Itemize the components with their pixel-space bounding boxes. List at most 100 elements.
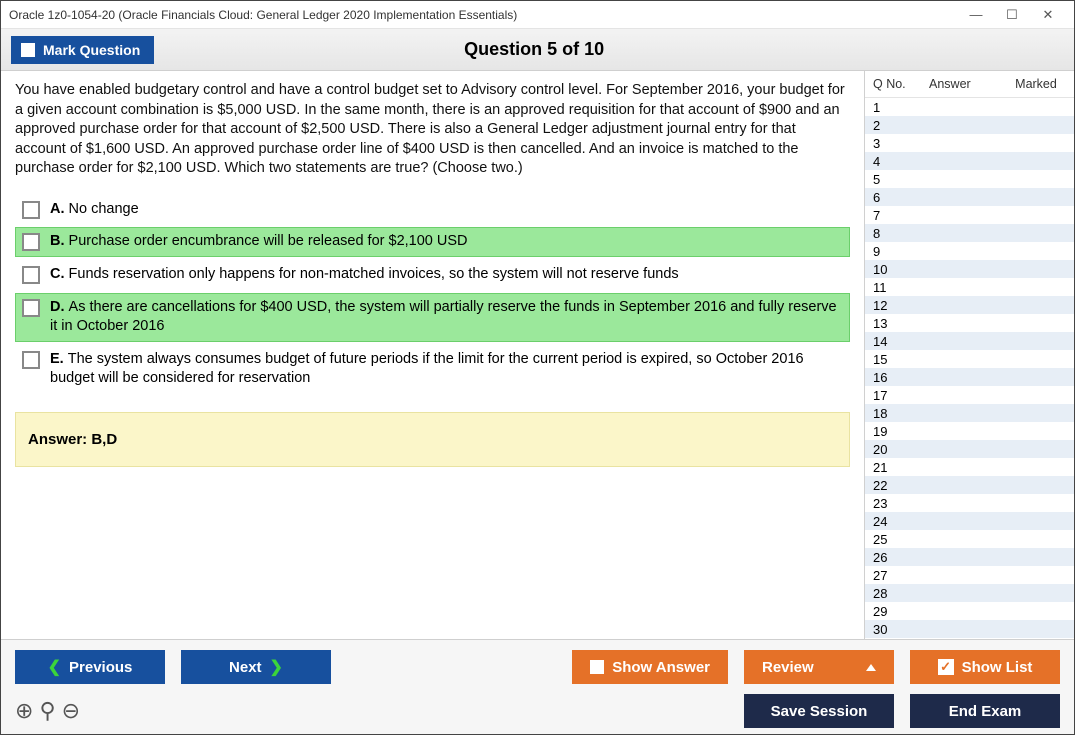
qlist-number: 20 — [873, 442, 919, 457]
question-list-panel: Q No. Answer Marked 12345678910111213141… — [864, 71, 1074, 639]
qlist-row[interactable]: 8 — [865, 224, 1074, 242]
mark-question-button[interactable]: Mark Question — [11, 36, 154, 64]
mark-checkbox-icon — [21, 43, 35, 57]
mark-label: Mark Question — [43, 42, 140, 58]
qlist-row[interactable]: 15 — [865, 350, 1074, 368]
qlist-row[interactable]: 24 — [865, 512, 1074, 530]
window-title: Oracle 1z0-1054-20 (Oracle Financials Cl… — [9, 8, 517, 22]
close-icon[interactable]: ✕ — [1030, 5, 1066, 25]
option-row[interactable]: B. Purchase order encumbrance will be re… — [15, 227, 850, 257]
chevron-left-icon: ❮ — [48, 657, 61, 677]
end-exam-button[interactable]: End Exam — [910, 694, 1060, 728]
option-row[interactable]: D. As there are cancellations for $400 U… — [15, 293, 850, 342]
qlist-row[interactable]: 26 — [865, 548, 1074, 566]
col-qno: Q No. — [873, 77, 919, 91]
save-session-button[interactable]: Save Session — [744, 694, 894, 728]
option-label: B. Purchase order encumbrance will be re… — [50, 232, 468, 252]
qlist-number: 5 — [873, 172, 919, 187]
qlist-number: 21 — [873, 460, 919, 475]
option-checkbox[interactable] — [22, 201, 40, 219]
qlist-row[interactable]: 28 — [865, 584, 1074, 602]
question-text: You have enabled budgetary control and h… — [15, 81, 850, 179]
option-checkbox[interactable] — [22, 233, 40, 251]
content-row: You have enabled budgetary control and h… — [1, 71, 1074, 639]
option-row[interactable]: C. Funds reservation only happens for no… — [15, 260, 850, 290]
qlist-number: 8 — [873, 226, 919, 241]
qlist-number: 11 — [873, 280, 919, 295]
chevron-right-icon: ❯ — [270, 657, 283, 677]
qlist-row[interactable]: 4 — [865, 152, 1074, 170]
qlist-header: Q No. Answer Marked — [865, 71, 1074, 97]
qlist-number: 27 — [873, 568, 919, 583]
qlist-row[interactable]: 19 — [865, 422, 1074, 440]
qlist-number: 14 — [873, 334, 919, 349]
option-checkbox[interactable] — [22, 299, 40, 317]
question-counter-title: Question 5 of 10 — [154, 39, 914, 60]
zoom-reset-icon[interactable]: ⚲ — [39, 698, 55, 724]
qlist-row[interactable]: 22 — [865, 476, 1074, 494]
qlist-row[interactable]: 16 — [865, 368, 1074, 386]
show-answer-checkbox-icon — [590, 660, 604, 674]
qlist-number: 25 — [873, 532, 919, 547]
option-checkbox[interactable] — [22, 351, 40, 369]
qlist-row[interactable]: 1 — [865, 98, 1074, 116]
qlist-number: 7 — [873, 208, 919, 223]
qlist-row[interactable]: 13 — [865, 314, 1074, 332]
qlist-row[interactable]: 17 — [865, 386, 1074, 404]
qlist-row[interactable]: 11 — [865, 278, 1074, 296]
qlist-row[interactable]: 27 — [865, 566, 1074, 584]
qlist-number: 18 — [873, 406, 919, 421]
qlist-number: 6 — [873, 190, 919, 205]
qlist-number: 22 — [873, 478, 919, 493]
option-row[interactable]: E. The system always consumes budget of … — [15, 345, 850, 394]
maximize-icon[interactable]: ☐ — [994, 5, 1030, 25]
previous-button[interactable]: ❮ Previous — [15, 650, 165, 684]
previous-label: Previous — [69, 659, 132, 676]
qlist-number: 1 — [873, 100, 919, 115]
qlist-row[interactable]: 29 — [865, 602, 1074, 620]
qlist-row[interactable]: 10 — [865, 260, 1074, 278]
qlist-number: 26 — [873, 550, 919, 565]
qlist-row[interactable]: 12 — [865, 296, 1074, 314]
zoom-in-icon[interactable]: ⊕ — [15, 698, 33, 724]
show-answer-button[interactable]: Show Answer — [572, 650, 728, 684]
option-label: E. The system always consumes budget of … — [50, 350, 843, 389]
option-label: D. As there are cancellations for $400 U… — [50, 298, 843, 337]
qlist-number: 24 — [873, 514, 919, 529]
qlist-row[interactable]: 3 — [865, 134, 1074, 152]
triangle-up-icon — [866, 664, 876, 671]
qlist-scroll[interactable]: 1234567891011121314151617181920212223242… — [865, 97, 1074, 639]
qlist-row[interactable]: 7 — [865, 206, 1074, 224]
qlist-number: 29 — [873, 604, 919, 619]
qlist-row[interactable]: 5 — [865, 170, 1074, 188]
option-row[interactable]: A. No change — [15, 195, 850, 225]
qlist-row[interactable]: 30 — [865, 620, 1074, 638]
review-button[interactable]: Review — [744, 650, 894, 684]
zoom-controls: ⊕ ⚲ ⊖ — [15, 698, 80, 724]
qlist-row[interactable]: 9 — [865, 242, 1074, 260]
qlist-number: 19 — [873, 424, 919, 439]
qlist-row[interactable]: 20 — [865, 440, 1074, 458]
show-list-label: Show List — [962, 659, 1033, 676]
option-checkbox[interactable] — [22, 266, 40, 284]
qlist-row[interactable]: 14 — [865, 332, 1074, 350]
review-label: Review — [762, 659, 814, 676]
col-marked: Marked — [1006, 77, 1066, 91]
qlist-row[interactable]: 23 — [865, 494, 1074, 512]
end-exam-label: End Exam — [949, 703, 1022, 720]
qlist-row[interactable]: 25 — [865, 530, 1074, 548]
qlist-row[interactable]: 6 — [865, 188, 1074, 206]
qlist-row[interactable]: 18 — [865, 404, 1074, 422]
show-list-button[interactable]: ✓ Show List — [910, 650, 1060, 684]
qlist-number: 2 — [873, 118, 919, 133]
col-answer: Answer — [919, 77, 1006, 91]
answer-label: Answer: B,D — [28, 431, 117, 448]
zoom-out-icon[interactable]: ⊖ — [62, 698, 80, 724]
question-main: You have enabled budgetary control and h… — [1, 71, 864, 639]
minimize-icon[interactable]: — — [958, 5, 994, 25]
next-button[interactable]: Next ❯ — [181, 650, 331, 684]
qlist-number: 30 — [873, 622, 919, 637]
qlist-row[interactable]: 21 — [865, 458, 1074, 476]
qlist-row[interactable]: 2 — [865, 116, 1074, 134]
qlist-number: 9 — [873, 244, 919, 259]
